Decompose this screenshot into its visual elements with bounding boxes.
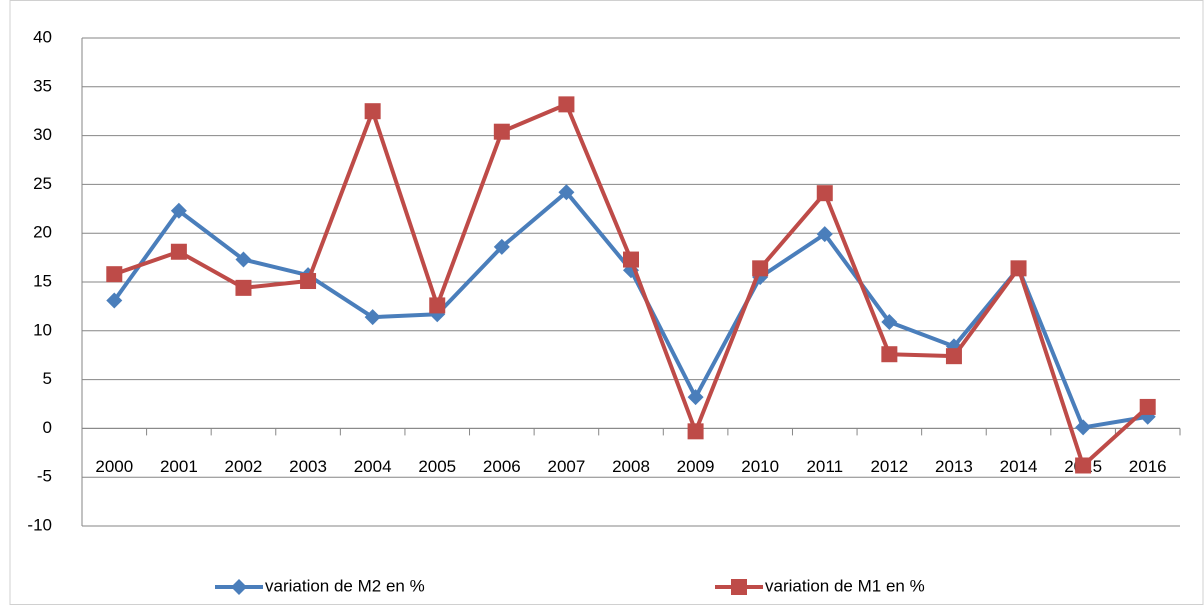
legend-marker — [231, 579, 247, 595]
y-tick-label: -10 — [27, 515, 52, 534]
data-point — [493, 123, 510, 140]
y-tick-label: 25 — [33, 174, 52, 193]
y-tick-label: 35 — [33, 76, 52, 95]
x-tick-label: 2000 — [95, 457, 133, 476]
data-point — [429, 297, 446, 314]
chart-border — [9, 0, 1204, 605]
data-point — [558, 96, 575, 113]
x-tick-label: 2012 — [870, 457, 908, 476]
data-point — [364, 309, 381, 326]
data-point — [816, 185, 833, 202]
data-point — [106, 266, 123, 283]
data-point — [623, 251, 639, 268]
x-tick-label: 2001 — [160, 457, 198, 476]
data-point — [945, 348, 962, 365]
data-point — [687, 423, 704, 440]
x-tick-label: 2009 — [677, 457, 715, 476]
data-point — [364, 103, 381, 120]
legend-marker — [731, 579, 747, 595]
data-point — [881, 314, 898, 331]
data-point — [170, 243, 187, 260]
x-tick-label: 2002 — [225, 457, 263, 476]
y-tick-label: -5 — [37, 467, 52, 486]
data-point — [1139, 398, 1156, 415]
x-tick-label: 2007 — [547, 457, 585, 476]
legend-label: variation de M1 en % — [765, 576, 925, 595]
data-point — [1075, 457, 1092, 474]
y-tick-label: 0 — [43, 418, 52, 437]
x-tick-label: 2016 — [1129, 457, 1167, 476]
data-point — [493, 238, 510, 255]
x-tick-label: 2006 — [483, 457, 521, 476]
y-tick-label: 40 — [33, 27, 52, 46]
x-tick-label: 2003 — [289, 457, 327, 476]
data-point — [816, 226, 833, 243]
x-tick-label: 2008 — [612, 457, 650, 476]
data-point — [687, 389, 704, 406]
x-tick-label: 2005 — [418, 457, 456, 476]
data-point — [1075, 419, 1092, 436]
data-point — [752, 260, 769, 277]
data-point — [235, 279, 252, 296]
y-tick-label: 10 — [33, 320, 52, 339]
x-tick-label: 2011 — [806, 457, 843, 476]
y-tick-label: 30 — [33, 125, 52, 144]
x-tick-label: 2013 — [935, 457, 973, 476]
x-tick-label: 2014 — [1000, 457, 1038, 476]
data-point — [881, 346, 898, 363]
legend-label: variation de M2 en % — [265, 576, 425, 595]
data-point — [300, 273, 317, 290]
data-point — [235, 251, 252, 268]
y-tick-label: 5 — [43, 369, 52, 388]
y-tick-label: 20 — [33, 223, 52, 242]
data-point — [558, 184, 575, 201]
data-point — [106, 292, 123, 309]
x-tick-label: 2004 — [354, 457, 392, 476]
data-point — [1010, 260, 1027, 277]
x-tick-label: 2010 — [741, 457, 779, 476]
y-tick-label: 15 — [33, 271, 52, 290]
data-point — [170, 202, 187, 219]
